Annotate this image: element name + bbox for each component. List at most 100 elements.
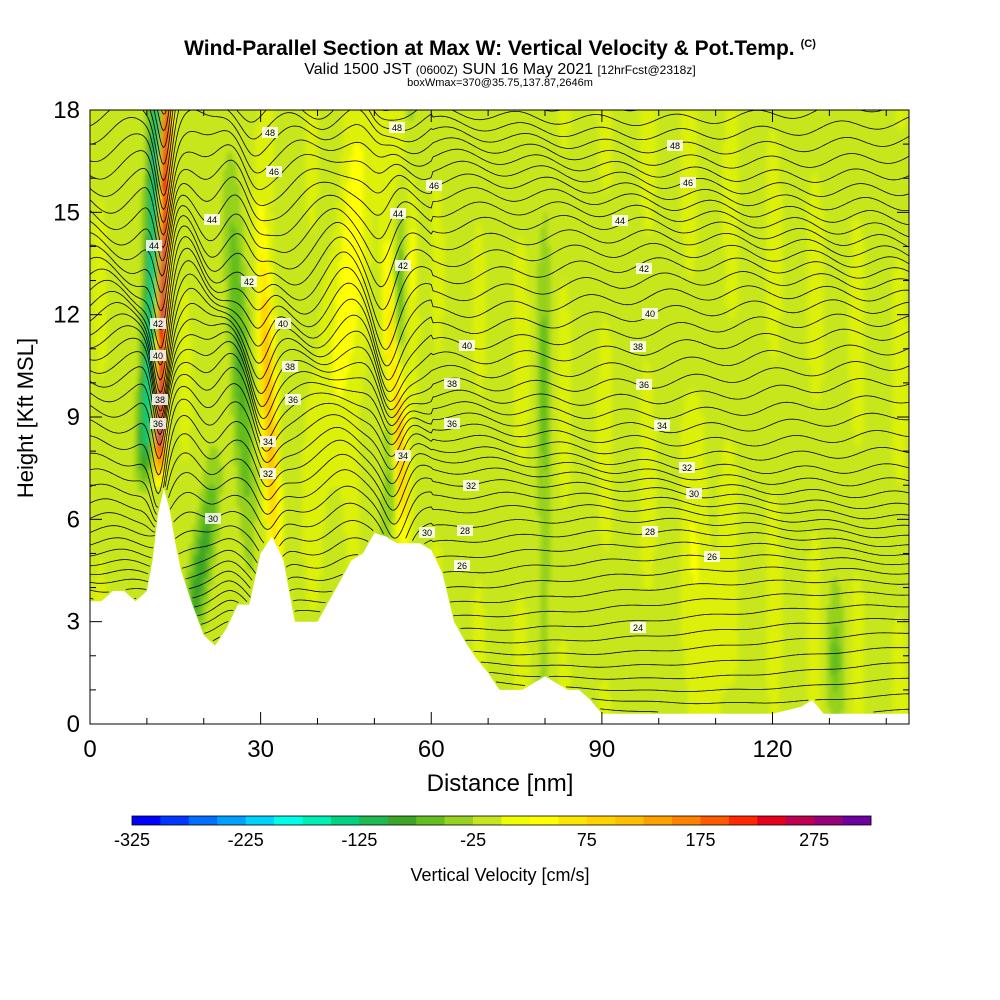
field-cell bbox=[113, 253, 118, 258]
field-cell bbox=[110, 161, 115, 166]
field-cell bbox=[212, 506, 217, 512]
field-cell bbox=[161, 205, 166, 211]
field-cell bbox=[219, 137, 224, 142]
field-cell bbox=[192, 463, 197, 469]
field-cell bbox=[103, 200, 108, 205]
field-cell bbox=[185, 504, 190, 509]
field-cell bbox=[120, 552, 125, 557]
field-cell bbox=[154, 301, 159, 307]
field-cell bbox=[144, 140, 149, 146]
field-cell bbox=[103, 191, 108, 197]
field-cell bbox=[161, 115, 166, 121]
field-cell bbox=[229, 488, 234, 493]
field-cell bbox=[120, 543, 125, 549]
field-cell bbox=[134, 381, 139, 386]
field-cell bbox=[103, 396, 108, 402]
field-cell bbox=[165, 425, 170, 430]
field-cell bbox=[144, 173, 149, 179]
field-cell bbox=[212, 354, 217, 360]
field-cell bbox=[124, 126, 129, 132]
field-cell bbox=[192, 324, 197, 329]
field-cell bbox=[90, 153, 94, 158]
field-cell bbox=[144, 410, 149, 416]
field-cell bbox=[199, 608, 204, 614]
chart-title: Wind-Parallel Section at Max W: Vertical… bbox=[0, 37, 1000, 61]
field-cell bbox=[219, 616, 224, 621]
field-cell bbox=[178, 528, 183, 534]
field-cell bbox=[185, 254, 190, 260]
field-cell bbox=[113, 519, 118, 524]
field-cell bbox=[113, 326, 118, 332]
field-cell bbox=[137, 564, 142, 570]
field-cell bbox=[144, 586, 149, 592]
field-cell bbox=[185, 569, 190, 575]
field-cell bbox=[236, 461, 241, 467]
field-cell bbox=[134, 135, 139, 141]
field-cell bbox=[199, 207, 204, 213]
field-cell bbox=[209, 347, 214, 353]
field-cell bbox=[141, 188, 146, 194]
field-cell bbox=[165, 351, 170, 357]
field-cell bbox=[134, 504, 139, 509]
field-cell bbox=[96, 537, 101, 543]
field-cell bbox=[113, 191, 118, 197]
field-cell bbox=[141, 589, 146, 595]
field-cell bbox=[100, 423, 105, 428]
field-cell bbox=[134, 483, 139, 489]
field-cell bbox=[144, 574, 149, 580]
field-cell bbox=[96, 554, 101, 559]
field-cell bbox=[107, 315, 112, 321]
field-cell bbox=[178, 508, 183, 514]
field-cell bbox=[154, 117, 159, 123]
field-cell bbox=[93, 369, 98, 375]
field-cell bbox=[120, 257, 125, 263]
field-cell bbox=[103, 171, 108, 177]
field-cell bbox=[199, 506, 204, 512]
field-cell bbox=[107, 389, 112, 395]
field-cell bbox=[130, 382, 135, 387]
field-cell bbox=[110, 185, 115, 191]
field-cell bbox=[130, 402, 135, 408]
field-cell bbox=[144, 296, 149, 301]
field-cell bbox=[144, 423, 149, 428]
field-cell bbox=[134, 393, 139, 399]
field-cell bbox=[113, 400, 118, 406]
field-cell bbox=[212, 404, 217, 409]
field-cell bbox=[178, 459, 183, 464]
field-cell bbox=[113, 507, 118, 512]
field-cell bbox=[130, 365, 135, 371]
field-cell bbox=[158, 281, 163, 286]
field-cell bbox=[107, 135, 112, 141]
field-cell bbox=[158, 260, 163, 266]
field-cell bbox=[90, 288, 94, 293]
field-cell bbox=[161, 332, 166, 338]
field-cell bbox=[90, 263, 94, 269]
field-cell bbox=[161, 385, 166, 391]
field-cell bbox=[127, 440, 132, 446]
field-cell bbox=[103, 507, 108, 512]
field-cell bbox=[137, 376, 142, 381]
field-cell bbox=[137, 449, 142, 455]
field-cell bbox=[107, 323, 112, 329]
field-cell bbox=[229, 128, 234, 133]
copyright-mark: (C) bbox=[801, 38, 816, 50]
field-cell bbox=[134, 295, 139, 300]
field-cell bbox=[90, 443, 94, 449]
field-cell bbox=[219, 219, 224, 224]
field-cell bbox=[103, 539, 108, 545]
field-cell bbox=[127, 362, 132, 368]
field-cell bbox=[209, 572, 214, 578]
field-cell bbox=[96, 124, 101, 129]
field-cell bbox=[209, 495, 214, 500]
field-cell bbox=[130, 230, 135, 236]
field-cell bbox=[165, 335, 170, 340]
field-cell bbox=[113, 433, 118, 439]
field-cell bbox=[134, 287, 139, 292]
field-cell bbox=[124, 216, 129, 222]
field-cell bbox=[127, 244, 132, 249]
field-cell bbox=[199, 170, 204, 176]
field-cell bbox=[151, 359, 156, 365]
field-cell bbox=[90, 169, 94, 175]
valid-utc: (0600Z) bbox=[416, 63, 458, 77]
